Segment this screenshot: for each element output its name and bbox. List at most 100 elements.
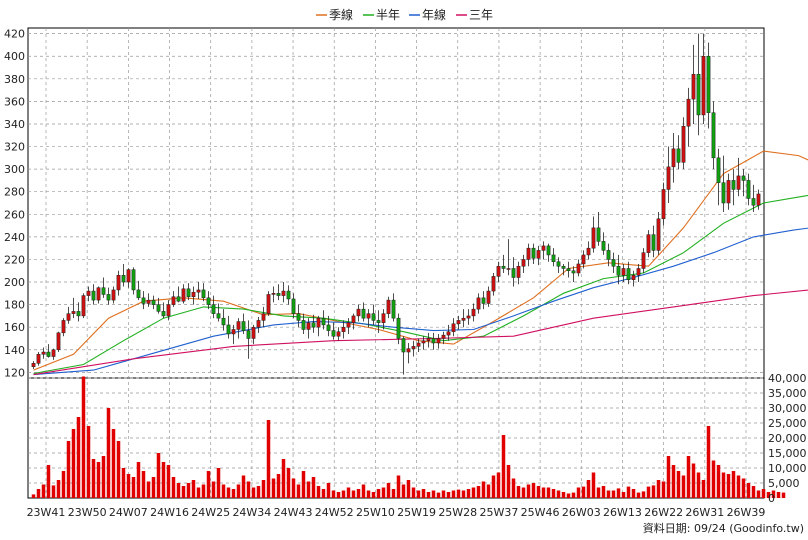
- candle-body: [461, 317, 466, 321]
- volume-bar: [716, 465, 721, 498]
- volume-tick-label: 35,000: [768, 387, 807, 400]
- candle-body: [691, 74, 696, 100]
- volume-bar: [496, 472, 501, 498]
- volume-bar: [36, 489, 41, 498]
- candle-body: [171, 296, 176, 305]
- candle-body: [621, 268, 626, 276]
- candle: [591, 216, 596, 253]
- volume-bar: [201, 484, 206, 498]
- volume-bar: [41, 484, 46, 498]
- volume-bar: [96, 462, 101, 498]
- x-tick-label: 23W50: [68, 506, 107, 519]
- volume-bar: [51, 485, 56, 498]
- candle-body: [741, 175, 746, 181]
- volume-bar: [256, 486, 261, 498]
- candle: [241, 313, 246, 334]
- candle: [466, 309, 471, 325]
- x-tick-label: 24W34: [232, 506, 271, 519]
- candle: [321, 310, 326, 330]
- candle-body: [466, 315, 471, 319]
- candle: [361, 302, 366, 322]
- candle: [491, 273, 496, 296]
- volume-bar: [746, 483, 751, 498]
- candle-body: [161, 311, 166, 317]
- candle-body: [456, 320, 461, 325]
- candle-body: [81, 295, 86, 317]
- volume-bar: [656, 480, 661, 498]
- volume-bar: [351, 490, 356, 498]
- volume-bar: [606, 490, 611, 498]
- candle-body: [421, 340, 426, 344]
- volume-bar: [471, 487, 476, 498]
- volume-bar: [61, 471, 66, 498]
- candle: [661, 182, 666, 226]
- volume-bar: [176, 483, 181, 498]
- volume-bar: [691, 463, 696, 498]
- volume-bar: [421, 489, 426, 498]
- candle-body: [581, 254, 586, 265]
- candle: [396, 313, 401, 345]
- volume-bar: [461, 490, 466, 498]
- candle-body: [231, 329, 236, 335]
- candle-body: [646, 234, 651, 253]
- x-tick-label: 25W10: [356, 506, 395, 519]
- volume-bar: [466, 489, 471, 498]
- ma-quarter-line: [33, 150, 808, 371]
- candle: [71, 297, 76, 319]
- volume-bar: [476, 486, 481, 498]
- volume-bar: [556, 490, 561, 498]
- volume-bar: [761, 489, 766, 498]
- candle-body: [201, 289, 206, 299]
- candle: [221, 309, 226, 331]
- x-tick-label: 24W07: [109, 506, 148, 519]
- volume-bar: [426, 492, 431, 498]
- price-tick-label: 120: [4, 366, 25, 379]
- volume-bar: [161, 462, 166, 498]
- candle-body: [126, 269, 131, 283]
- candle: [136, 280, 141, 301]
- candle-body: [366, 313, 371, 319]
- candle-body: [96, 287, 101, 301]
- volume-tick-label: 0: [768, 492, 775, 505]
- candle-body: [686, 98, 691, 127]
- volume-bar: [196, 487, 201, 498]
- candle-body: [486, 290, 491, 304]
- candle: [66, 306, 71, 324]
- volume-bar: [581, 486, 586, 498]
- volume-bar: [131, 477, 136, 498]
- volume-bar: [191, 480, 196, 498]
- volume-bar: [321, 489, 326, 498]
- candle: [181, 284, 186, 304]
- candle: [161, 302, 166, 319]
- candle-body: [361, 308, 366, 319]
- candle-body: [546, 245, 551, 256]
- candle: [261, 306, 266, 328]
- candle-body: [471, 308, 476, 317]
- candle: [536, 245, 541, 266]
- volume-bar: [306, 481, 311, 498]
- candle: [626, 261, 631, 285]
- volume-bar: [226, 487, 231, 498]
- candle-body: [246, 330, 251, 339]
- legend-label-quarter: 季線: [329, 7, 353, 22]
- candle-body: [411, 346, 416, 349]
- candle: [346, 318, 351, 334]
- price-tick-label: 400: [4, 50, 25, 63]
- volume-bar: [561, 492, 566, 498]
- volume-bar: [701, 480, 706, 498]
- candle-body: [166, 304, 171, 317]
- volume-bar: [381, 487, 386, 498]
- candle: [176, 286, 181, 303]
- candle: [476, 293, 481, 314]
- volume-bar: [621, 492, 626, 498]
- candle: [546, 243, 551, 262]
- volume-bar: [546, 487, 551, 498]
- candle: [531, 243, 536, 264]
- candle: [561, 263, 566, 276]
- candle: [271, 286, 276, 303]
- price-tick-label: 240: [4, 231, 25, 244]
- candle-body: [636, 268, 641, 276]
- candle: [541, 241, 546, 260]
- candle-body: [726, 180, 731, 204]
- volume-bar: [171, 477, 176, 498]
